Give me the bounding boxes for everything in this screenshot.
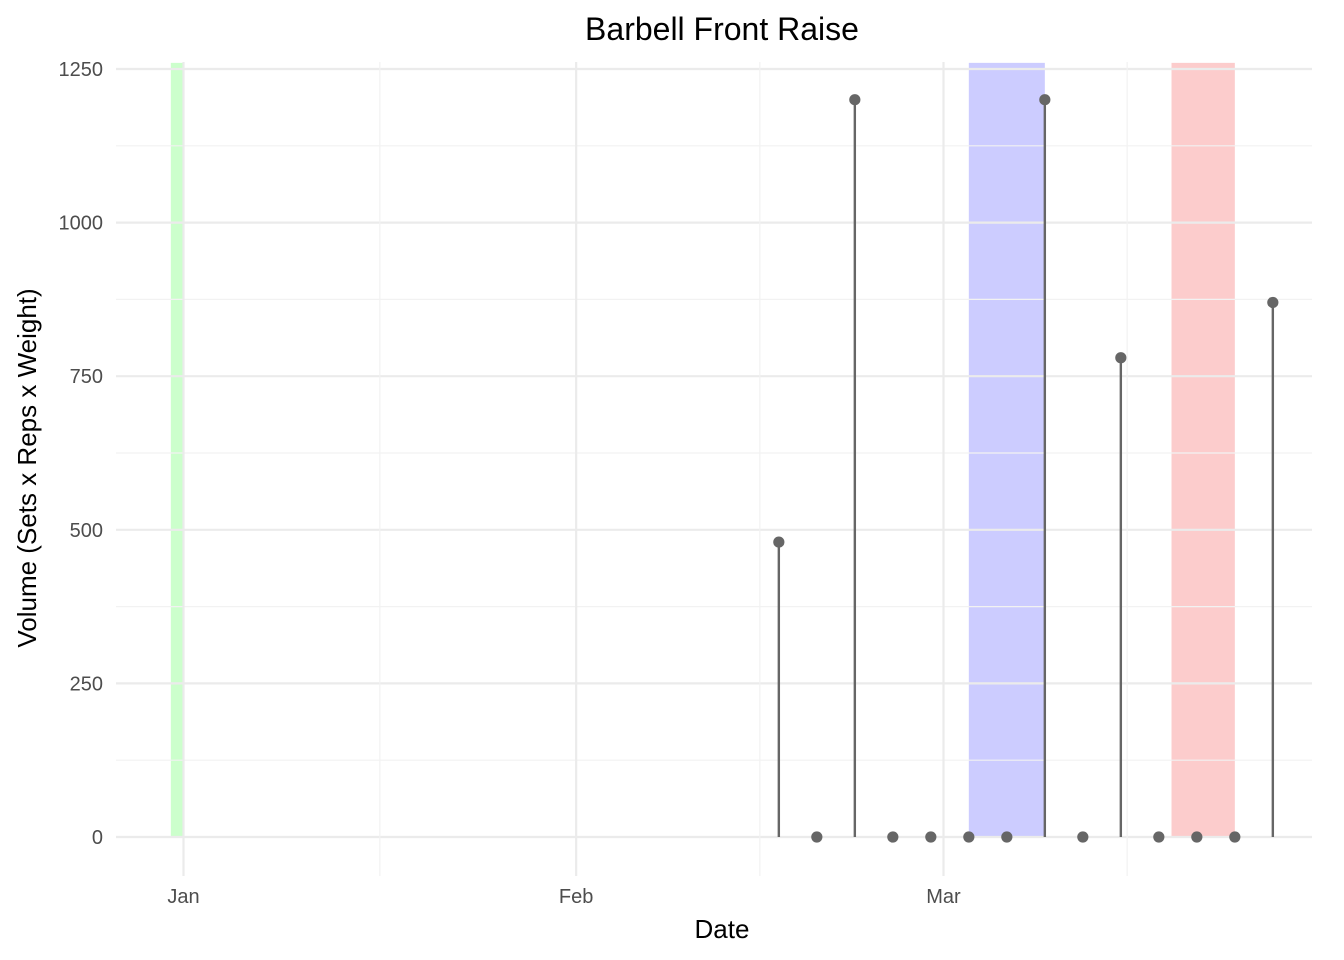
y-tick-label: 0 bbox=[92, 827, 103, 849]
data-point bbox=[849, 94, 861, 106]
y-tick-label: 1250 bbox=[59, 59, 104, 81]
y-tick-label: 500 bbox=[70, 520, 103, 542]
data-point bbox=[1229, 831, 1241, 843]
y-axis-title: Volume (Sets x Reps x Weight) bbox=[12, 288, 42, 647]
data-point bbox=[1267, 296, 1279, 309]
chart-title: Barbell Front Raise bbox=[585, 11, 859, 47]
points bbox=[773, 94, 1279, 843]
x-axis-ticks: Jan Feb Mar bbox=[167, 886, 961, 908]
highlight-band-1 bbox=[170, 62, 184, 837]
data-point bbox=[1191, 831, 1203, 843]
stems bbox=[777, 99, 1275, 837]
data-point bbox=[925, 831, 937, 843]
y-tick-label: 1000 bbox=[59, 213, 104, 235]
data-point bbox=[963, 831, 975, 843]
x-tick-label: Mar bbox=[926, 886, 961, 908]
highlight-band-2 bbox=[968, 62, 1045, 837]
data-point bbox=[1153, 831, 1165, 843]
grid bbox=[116, 62, 1312, 876]
data-point bbox=[811, 831, 823, 843]
y-tick-label: 250 bbox=[70, 673, 103, 695]
data-point bbox=[1039, 94, 1051, 106]
highlight-bands bbox=[170, 62, 1235, 837]
data-point bbox=[1077, 831, 1089, 843]
highlight-band-3 bbox=[1171, 62, 1235, 837]
data-point bbox=[1001, 831, 1013, 843]
data-point bbox=[773, 536, 785, 548]
x-tick-label: Feb bbox=[559, 886, 593, 908]
x-axis-title: Date bbox=[695, 914, 750, 944]
data-point bbox=[1115, 352, 1127, 364]
data-point bbox=[887, 831, 899, 843]
x-tick-label: Jan bbox=[167, 886, 199, 908]
y-axis-ticks: 0 250 500 750 1000 1250 bbox=[59, 59, 104, 849]
y-tick-label: 750 bbox=[70, 366, 103, 388]
